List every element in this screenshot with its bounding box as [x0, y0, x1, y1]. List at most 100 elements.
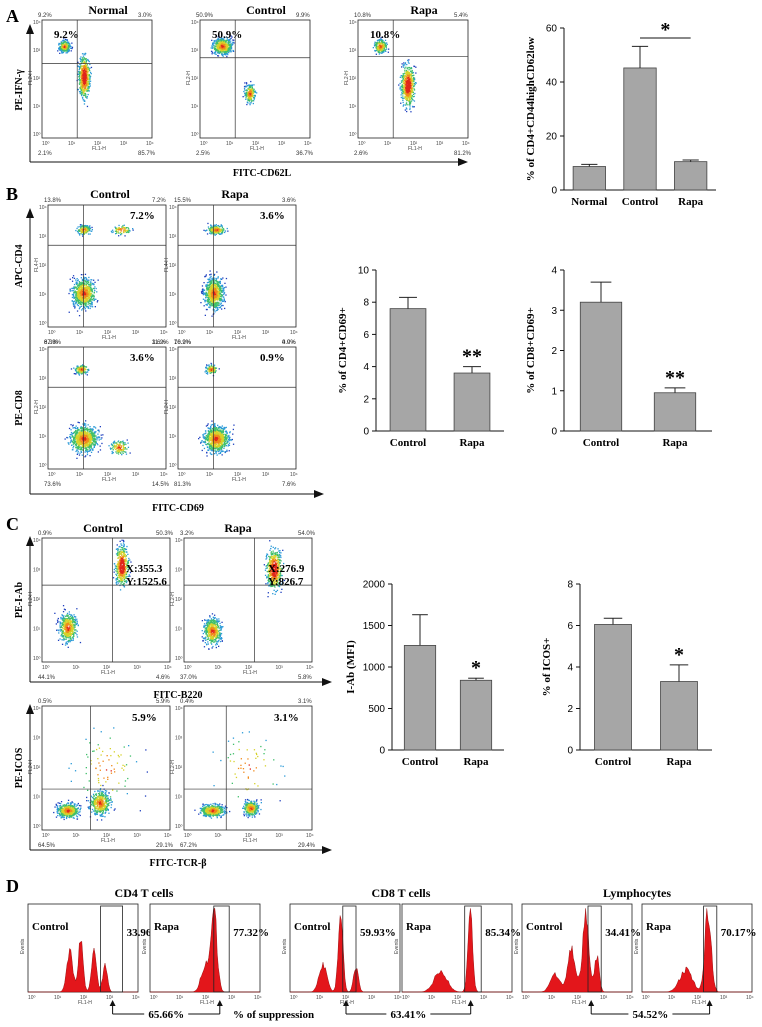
event-dot: [82, 84, 84, 86]
event-dot: [94, 286, 96, 288]
event-dot: [85, 433, 87, 435]
event-dot: [79, 80, 81, 82]
event-dot: [69, 278, 71, 280]
event-dot: [405, 80, 408, 83]
event-dot: [81, 91, 84, 93]
event-dot: [84, 438, 86, 441]
event-dot: [402, 101, 404, 104]
event-dot: [410, 73, 412, 75]
event-dot: [219, 39, 222, 41]
quadrant-ur-pct: 5.4%: [454, 13, 468, 19]
event-dot: [412, 87, 414, 89]
event-dot: [78, 293, 80, 295]
event-dot: [90, 441, 92, 444]
event-dot: [75, 229, 77, 232]
event-dot: [83, 89, 85, 91]
event-dot: [404, 62, 407, 64]
event-dot: [249, 96, 251, 98]
event-dot: [408, 93, 410, 95]
event-dot: [408, 100, 410, 102]
event-dot: [85, 52, 87, 55]
event-dot: [207, 298, 209, 300]
event-dot: [221, 35, 223, 37]
event-dot: [201, 285, 204, 287]
event-dot: [230, 43, 232, 46]
event-dot: [86, 287, 88, 289]
event-dot: [220, 278, 222, 280]
event-dot: [250, 98, 252, 100]
event-dot: [95, 435, 97, 437]
event-dot: [74, 302, 77, 304]
event-dot: [116, 232, 118, 234]
event-dot: [213, 293, 215, 295]
event-dot: [88, 287, 90, 289]
event-dot: [60, 41, 62, 43]
event-dot: [84, 437, 86, 440]
event-dot: [380, 46, 382, 48]
event-dot: [84, 435, 86, 438]
event-dot: [97, 433, 99, 435]
event-dot: [95, 442, 97, 444]
event-dot: [209, 280, 212, 282]
event-dot: [80, 290, 82, 292]
event-dot: [380, 37, 382, 39]
y-axis-label: FL2-H: [344, 71, 350, 85]
event-dot: [81, 89, 83, 91]
event-dot: [213, 233, 216, 235]
x-tick-label: 10³: [120, 141, 128, 147]
event-dot: [215, 42, 218, 44]
event-dot: [87, 66, 89, 68]
event-dot: [83, 434, 85, 436]
event-dot: [207, 285, 209, 287]
event-dot: [77, 447, 79, 449]
event-dot: [65, 42, 68, 44]
event-dot: [85, 428, 87, 431]
y-tick-label: 40: [546, 78, 558, 89]
event-dot: [74, 373, 77, 375]
event-dot: [93, 299, 95, 302]
event-dot: [208, 290, 210, 292]
event-dot: [205, 275, 207, 277]
event-dot: [412, 83, 414, 85]
event-dot: [76, 365, 78, 367]
event-dot: [85, 366, 87, 368]
event-dot: [214, 284, 216, 286]
event-dot: [63, 48, 65, 50]
event-dot: [84, 76, 87, 79]
event-dot: [80, 225, 82, 227]
event-dot: [383, 49, 385, 51]
x-arrowhead: [458, 158, 468, 166]
event-dot: [91, 299, 93, 301]
event-dot: [81, 429, 83, 431]
event-dot: [75, 425, 77, 427]
event-dot: [59, 48, 62, 50]
event-dot: [94, 432, 96, 434]
event-dot: [83, 286, 85, 288]
event-dot: [87, 71, 89, 73]
event-dot: [248, 87, 250, 89]
event-dot: [91, 283, 93, 286]
event-dot: [210, 297, 212, 299]
event-dot: [86, 96, 88, 98]
event-dot: [216, 44, 218, 46]
event-dot: [63, 46, 66, 48]
event-dot: [226, 48, 228, 50]
event-dot: [404, 83, 407, 85]
event-dot: [81, 365, 83, 367]
event-dot: [84, 293, 87, 295]
event-dot: [405, 74, 407, 76]
event-dot: [381, 46, 383, 48]
event-dot: [73, 288, 75, 290]
event-dot: [226, 46, 228, 48]
event-dot: [80, 274, 83, 276]
event-dot: [83, 78, 85, 80]
event-dot: [85, 438, 88, 441]
event-dot: [85, 76, 87, 78]
event-dot: [76, 296, 78, 298]
event-dot: [85, 443, 87, 445]
event-dot: [92, 439, 94, 441]
event-dot: [83, 301, 86, 303]
event-dot: [213, 299, 216, 301]
event-dot: [81, 93, 83, 95]
event-dot: [374, 45, 376, 47]
